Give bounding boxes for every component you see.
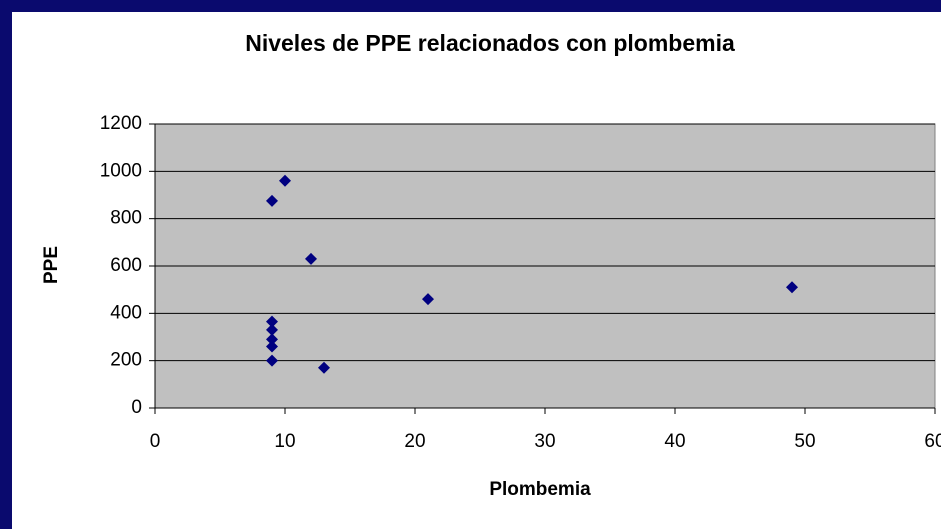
x-axis-label: Plombemia <box>489 479 591 500</box>
point <box>266 340 278 353</box>
point <box>266 194 278 207</box>
y-tick-label: 200 <box>110 350 142 371</box>
y-tick-label: 0 <box>131 397 142 418</box>
x-tick-label: 30 <box>534 431 555 452</box>
y-axis-label: PPE <box>41 246 62 284</box>
point <box>266 333 278 346</box>
x-tick-label: 40 <box>664 431 685 452</box>
y-tick-label: 400 <box>110 302 142 323</box>
point <box>266 315 278 328</box>
y-tick-label: 1200 <box>100 113 142 134</box>
point <box>422 293 434 306</box>
y-tick-label: 600 <box>110 255 142 276</box>
point <box>786 281 798 294</box>
x-tick-label: 10 <box>274 431 295 452</box>
y-tick-label: 1000 <box>100 160 142 181</box>
point <box>279 174 291 187</box>
point <box>318 361 330 374</box>
x-tick-label: 0 <box>150 431 161 452</box>
point <box>266 323 278 336</box>
y-tick-label: 800 <box>110 208 142 229</box>
x-tick-label: 60 <box>924 431 941 452</box>
x-tick-label: 20 <box>404 431 425 452</box>
point <box>305 252 317 265</box>
x-tick-label: 50 <box>794 431 815 452</box>
point <box>266 354 278 367</box>
chart-title: Niveles de PPE relacionados con plombemi… <box>245 30 735 56</box>
